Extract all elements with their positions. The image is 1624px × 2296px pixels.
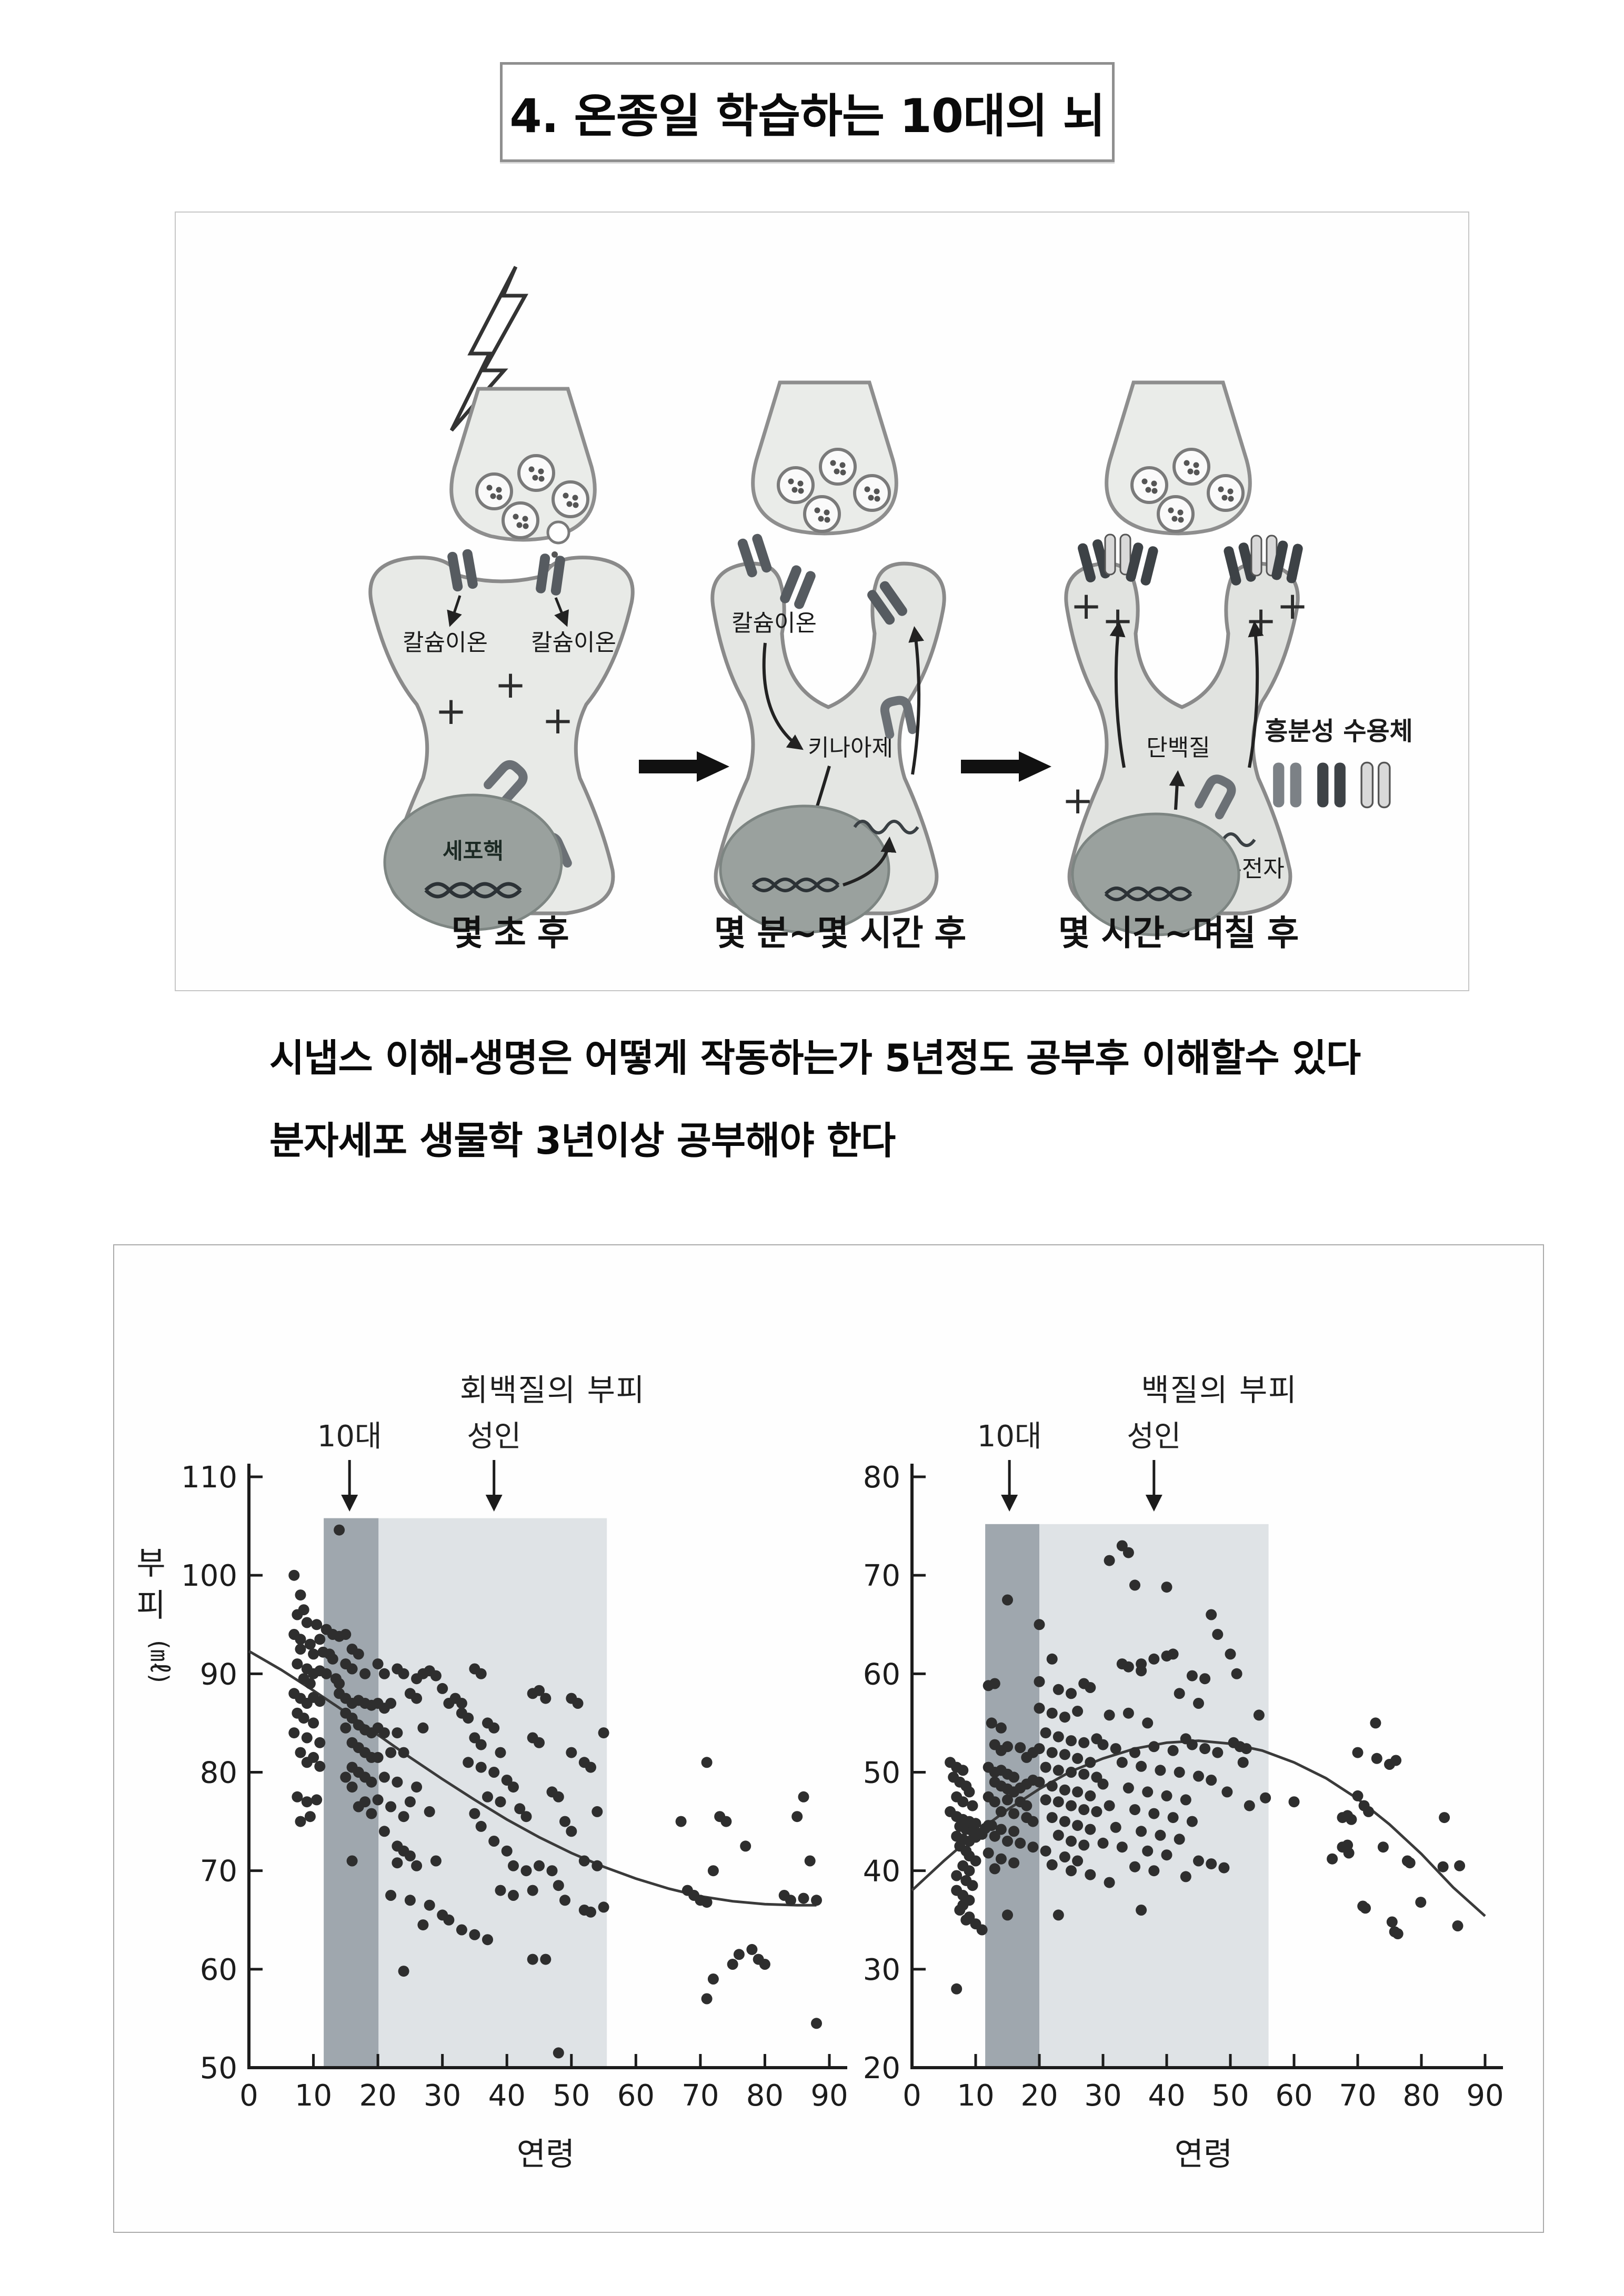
y-tick-label: 40 <box>863 1855 900 1889</box>
y-tick-label: 60 <box>200 1953 237 1987</box>
chart-title: 회백질의 부피 <box>460 1372 646 1408</box>
synapse-panel-seconds: 칼슘이온 칼슘이온 + + + 세포핵 몇 초 후 <box>368 266 635 953</box>
y-tick-label: 80 <box>200 1756 237 1790</box>
y-tick-label: 30 <box>863 1953 900 1987</box>
x-tick-label: 40 <box>1148 2079 1185 2113</box>
lightning-icon <box>449 266 528 432</box>
y-tick-label: 80 <box>863 1461 900 1495</box>
cell-nucleus <box>719 804 890 934</box>
synapse-figure: 칼슘이온 칼슘이온 + + + 세포핵 몇 초 후 <box>175 212 1469 991</box>
x-tick-label: 70 <box>681 2079 719 2113</box>
x-tick-label: 90 <box>810 2079 848 2113</box>
scatter-points <box>288 1524 822 2059</box>
x-tick-label: 80 <box>1402 2079 1440 2113</box>
panel-caption-seconds: 몇 초 후 <box>451 913 568 953</box>
calcium-label-left: 칼슘이온 <box>403 629 488 656</box>
scatter-chart-1: 10대 성인 20 30 40 50 60 70 80 0 10 20 30 40 50 60 70 80 90 백질… <box>863 1372 1504 2173</box>
panel-caption-hours-days: 몇 시간~며칠 후 <box>1058 913 1299 953</box>
y-tick-label: 50 <box>863 1756 900 1790</box>
y-tick-label: 60 <box>863 1657 900 1691</box>
calcium-label-right: 칼슘이온 <box>531 629 616 656</box>
y-tick-label: 70 <box>200 1855 237 1889</box>
receptor-icon <box>1273 762 1301 808</box>
receptor-legend: 흥분성 수용체 <box>1265 717 1413 809</box>
x-tick-label: 60 <box>617 2079 655 2113</box>
calcium-label: 칼슘이온 <box>731 610 817 637</box>
synapse-panel-minutes: 칼슘이온 키나아제 몇 분~몇 시간 후 <box>713 382 966 953</box>
y-tick-label: 100 <box>181 1559 237 1593</box>
x-tick-label: 0 <box>239 2079 258 2113</box>
x-tick-label: 30 <box>1084 2079 1121 2113</box>
note-line-2: 분자세포 생물학 3년이상 공부해야 한다 <box>269 1119 896 1163</box>
band-label: 성인 <box>467 1419 521 1454</box>
x-tick-label: 70 <box>1339 2079 1376 2113</box>
panel-caption-minutes: 몇 분~몇 시간 후 <box>714 913 966 953</box>
receptor-icon <box>1360 761 1391 809</box>
y-tick-label: 50 <box>200 2051 237 2086</box>
x-tick-label: 50 <box>553 2079 590 2113</box>
band-label: 성인 <box>1127 1419 1181 1454</box>
x-tick-label: 40 <box>488 2079 526 2113</box>
band-label: 10대 <box>977 1419 1042 1454</box>
x-tick-label: 90 <box>1466 2079 1503 2113</box>
scatter-chart-0: 10대 성인 50 60 70 80 90 100 110 0 10 20 30 40 50 60 70 80 90… <box>136 1372 848 2173</box>
brain-volume-charts-figure: 10대 성인 50 60 70 80 90 100 110 0 10 20 30 40 50 60 70 80 90… <box>113 1244 1544 2233</box>
plus-sign: + <box>1062 778 1094 822</box>
protein-label: 단백질 <box>1146 734 1210 761</box>
y-axis-label: 피 <box>136 1587 165 1624</box>
presynaptic-terminal <box>753 382 897 533</box>
y-tick-label: 90 <box>200 1657 237 1691</box>
presynaptic-terminal <box>1107 382 1250 533</box>
plus-sign: + <box>1245 598 1277 642</box>
synapse-panel-hours-days: + + + + + 단백질 유전자 몇 시간~며칠 후 <box>1058 382 1308 953</box>
x-axis-label: 연령 <box>517 2136 575 2173</box>
x-axis-label: 연령 <box>1175 2136 1232 2173</box>
x-tick-label: 20 <box>1020 2079 1058 2113</box>
x-tick-label: 0 <box>903 2079 921 2113</box>
x-tick-label: 30 <box>424 2079 461 2113</box>
nucleus-label: 세포핵 <box>443 838 504 864</box>
y-tick-label: 20 <box>863 2051 900 2086</box>
x-tick-label: 10 <box>957 2079 994 2113</box>
chart-title: 백질의 부피 <box>1141 1372 1297 1408</box>
x-tick-label: 80 <box>746 2079 784 2113</box>
x-tick-label: 20 <box>359 2079 396 2113</box>
plus-sign: + <box>1070 583 1102 628</box>
receptor-icon <box>1317 762 1346 808</box>
note-line-1: 시냅스 이해-생명은 어떻게 작동하는가 5년정도 공부후 이해할수 있다 <box>269 1036 1361 1080</box>
y-axis-label: 부 <box>136 1545 165 1582</box>
receptor-legend-label: 흥분성 수용체 <box>1265 717 1413 746</box>
plus-sign: + <box>495 662 526 707</box>
kinase-label: 키나아제 <box>808 734 893 761</box>
y-tick-label: 110 <box>181 1461 237 1495</box>
stage-arrow-icon <box>961 751 1051 782</box>
synapse-diagram: 칼슘이온 칼슘이온 + + + 세포핵 몇 초 후 <box>368 266 1413 953</box>
scatter-points <box>945 1540 1466 1995</box>
page-title: 4. 온종일 학습하는 10대의 뇌 <box>509 88 1105 143</box>
cell-nucleus <box>383 793 563 931</box>
trend-curve <box>911 1739 1486 1917</box>
age-band <box>378 1518 607 2068</box>
plus-sign: + <box>1277 583 1308 628</box>
handwritten-notes: 시냅스 이해-생명은 어떻게 작동하는가 5년정도 공부후 이해할수 있다 분자… <box>269 1027 1361 1192</box>
y-tick-label: 70 <box>863 1559 900 1593</box>
x-tick-label: 10 <box>295 2079 332 2113</box>
y-axis-unit-label: (㎖) <box>145 1640 174 1683</box>
age-band <box>324 1518 379 2068</box>
page-title-box: 4. 온종일 학습하는 10대의 뇌 <box>500 62 1115 162</box>
x-tick-label: 50 <box>1211 2079 1249 2113</box>
presynaptic-terminal <box>452 389 595 540</box>
plus-sign: + <box>435 689 467 733</box>
cell-nucleus <box>1071 812 1240 936</box>
stage-arrow-icon <box>639 751 729 782</box>
band-label: 10대 <box>317 1419 382 1454</box>
x-tick-label: 60 <box>1275 2079 1312 2113</box>
plus-sign: + <box>542 698 574 742</box>
